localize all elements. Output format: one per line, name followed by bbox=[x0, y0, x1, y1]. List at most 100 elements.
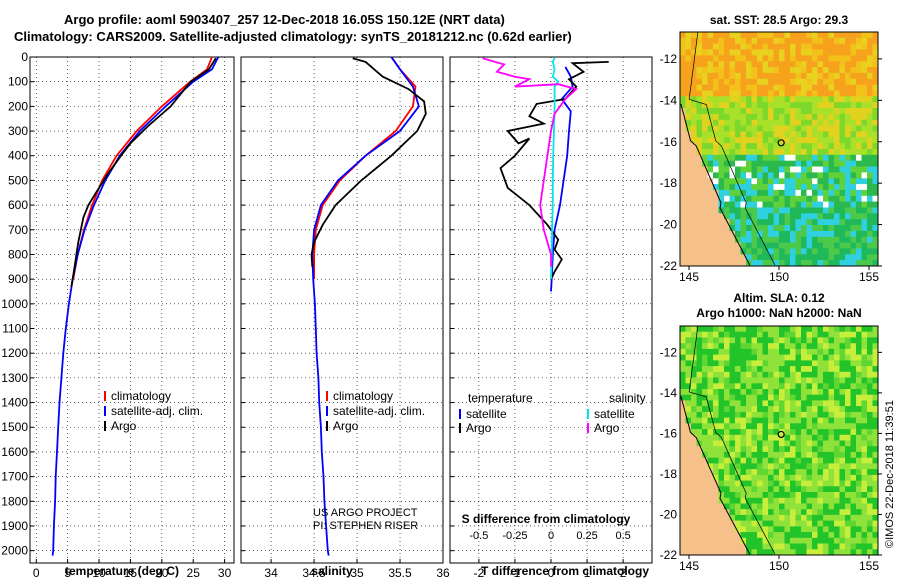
map-cell bbox=[713, 225, 720, 232]
map-cell bbox=[773, 400, 780, 407]
map-cell bbox=[724, 248, 731, 255]
map-cell bbox=[845, 32, 852, 39]
map-cell bbox=[779, 434, 786, 442]
map-cell bbox=[795, 526, 802, 533]
map-cell bbox=[806, 423, 813, 430]
map-cell bbox=[680, 230, 687, 238]
map-cell bbox=[806, 248, 813, 255]
map-cell bbox=[839, 543, 846, 550]
map-cell bbox=[845, 371, 852, 379]
map-cell bbox=[823, 394, 830, 401]
map-cell bbox=[784, 149, 791, 156]
map-cell bbox=[768, 49, 775, 56]
map-cell bbox=[839, 371, 846, 379]
map-cell bbox=[740, 451, 747, 459]
map-cell bbox=[806, 331, 813, 338]
map-cell bbox=[861, 514, 868, 522]
map-cell bbox=[784, 154, 791, 162]
map-cell bbox=[817, 201, 824, 208]
map-cell bbox=[702, 457, 709, 464]
map-cell bbox=[790, 514, 797, 522]
map-cell bbox=[817, 417, 824, 424]
map-cell bbox=[779, 236, 786, 244]
map-cell bbox=[850, 254, 857, 261]
map-cell bbox=[823, 377, 830, 384]
map-cell bbox=[762, 474, 769, 482]
depth-tick-label: 1800 bbox=[1, 494, 28, 508]
map-cell bbox=[707, 429, 714, 436]
map-cell bbox=[795, 360, 802, 367]
map-cell bbox=[718, 78, 725, 86]
map-cell bbox=[856, 440, 863, 447]
map-cell bbox=[696, 207, 703, 214]
map-cell bbox=[696, 360, 703, 367]
map-cell bbox=[872, 213, 878, 220]
map-cell bbox=[790, 497, 797, 505]
map-cell bbox=[812, 509, 819, 516]
map-cell bbox=[707, 480, 714, 487]
map-cell bbox=[784, 225, 791, 232]
map-cell bbox=[790, 406, 797, 413]
map-cell bbox=[845, 446, 852, 453]
map-cell bbox=[845, 260, 852, 266]
map-cell bbox=[724, 440, 731, 447]
map-cell bbox=[718, 236, 725, 244]
map-cell bbox=[773, 371, 780, 379]
map-cell bbox=[707, 236, 714, 244]
map-cell bbox=[724, 37, 731, 45]
map-cell bbox=[773, 417, 780, 424]
map-cell bbox=[817, 509, 824, 516]
map-cell bbox=[801, 423, 808, 430]
map-cell bbox=[729, 446, 736, 453]
map-cell bbox=[702, 480, 709, 487]
map-cell bbox=[691, 417, 698, 424]
sla_map-subtitle: Argo h1000: NaN h2000: NaN bbox=[696, 306, 861, 320]
map-cell bbox=[762, 119, 769, 127]
map-cell bbox=[801, 354, 808, 361]
map-cell bbox=[801, 119, 808, 127]
map-cell bbox=[685, 343, 692, 350]
map-cell bbox=[795, 543, 802, 550]
map-cell bbox=[872, 543, 878, 550]
map-cell bbox=[691, 492, 698, 499]
map-cell bbox=[724, 189, 731, 197]
map-cell bbox=[867, 96, 874, 103]
map-cell bbox=[817, 119, 824, 127]
map-cell bbox=[735, 166, 742, 173]
map-cell bbox=[779, 84, 786, 92]
map-cell bbox=[718, 219, 725, 226]
map-cell bbox=[773, 78, 780, 86]
map-cell bbox=[850, 469, 857, 476]
map-cell bbox=[850, 160, 857, 168]
map-cell bbox=[757, 423, 764, 430]
map-cell bbox=[817, 348, 824, 356]
map-cell bbox=[817, 411, 824, 419]
map-cell bbox=[685, 166, 692, 173]
map-cell bbox=[685, 429, 692, 436]
map-cell bbox=[812, 348, 819, 356]
map-cell bbox=[724, 549, 731, 555]
map-cell bbox=[751, 125, 758, 132]
map-cell bbox=[801, 492, 808, 499]
map-cell bbox=[872, 503, 878, 510]
map-cell bbox=[757, 260, 764, 266]
map-cell bbox=[790, 225, 797, 232]
map-cell bbox=[795, 137, 802, 144]
map-cell bbox=[729, 119, 736, 127]
map-cell bbox=[729, 532, 736, 539]
map-cell bbox=[795, 451, 802, 459]
map-cell bbox=[768, 108, 775, 115]
map-cell bbox=[850, 131, 857, 138]
map-cell bbox=[735, 486, 742, 493]
map-cell bbox=[691, 343, 698, 350]
map-cell bbox=[784, 423, 791, 430]
map-cell bbox=[779, 119, 786, 127]
map-cell bbox=[762, 96, 769, 103]
map-cell bbox=[724, 486, 731, 493]
map-cell bbox=[795, 417, 802, 424]
map-cell bbox=[707, 331, 714, 338]
map-cell bbox=[784, 343, 791, 350]
map-cell bbox=[718, 67, 725, 74]
map-cell bbox=[757, 451, 764, 459]
map-cell bbox=[784, 43, 791, 51]
